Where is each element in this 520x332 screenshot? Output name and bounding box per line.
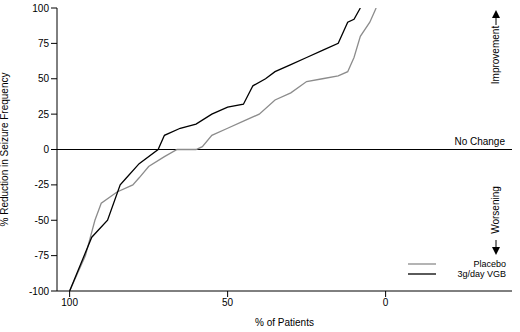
- svg-text:100: 100: [32, 3, 49, 14]
- svg-text:Placebo: Placebo: [473, 259, 506, 269]
- svg-text:-100: -100: [29, 286, 49, 297]
- svg-text:No Change: No Change: [454, 136, 505, 147]
- svg-text:75: 75: [38, 38, 50, 49]
- svg-text:50: 50: [38, 73, 50, 84]
- svg-text:-25: -25: [35, 179, 50, 190]
- svg-text:Improvement: Improvement: [490, 26, 501, 85]
- svg-text:% of Patients: % of Patients: [255, 317, 314, 328]
- svg-text:100: 100: [61, 297, 78, 308]
- svg-text:3g/day VGB: 3g/day VGB: [457, 269, 506, 279]
- svg-text:50: 50: [222, 297, 234, 308]
- svg-text:% Reduction in Seizure Frequen: % Reduction in Seizure Frequency: [8, 73, 10, 227]
- svg-text:-75: -75: [35, 250, 50, 261]
- svg-text:-50: -50: [35, 215, 50, 226]
- svg-text:25: 25: [38, 109, 50, 120]
- svg-text:Worsening: Worsening: [490, 186, 501, 234]
- svg-text:0: 0: [43, 144, 49, 155]
- svg-text:0: 0: [383, 297, 389, 308]
